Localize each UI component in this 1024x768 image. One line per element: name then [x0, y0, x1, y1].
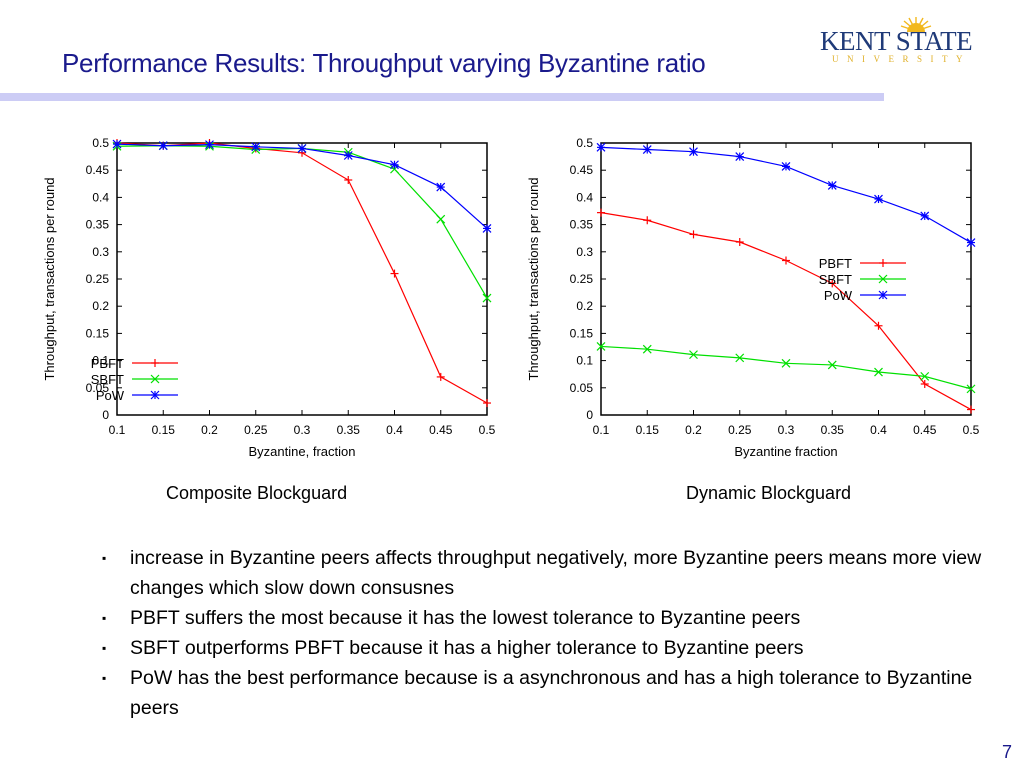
svg-text:0.1: 0.1 [593, 423, 610, 437]
svg-text:0.45: 0.45 [570, 163, 594, 177]
svg-text:0.3: 0.3 [294, 423, 311, 437]
bullet-list: ▪ increase in Byzantine peers affects thr… [102, 543, 1002, 723]
svg-text:Throughput, transactions per r: Throughput, transactions per round [42, 177, 57, 380]
svg-text:SBFT: SBFT [91, 372, 124, 387]
svg-text:0: 0 [586, 408, 593, 422]
svg-text:0.4: 0.4 [870, 423, 887, 437]
svg-text:0.15: 0.15 [636, 423, 660, 437]
svg-text:PBFT: PBFT [91, 356, 124, 371]
svg-text:0.15: 0.15 [152, 423, 176, 437]
caption-dynamic: Dynamic Blockguard [686, 483, 852, 503]
svg-text:0.3: 0.3 [576, 245, 593, 259]
svg-text:SBFT: SBFT [819, 272, 852, 287]
square-bullet-icon: ▪ [102, 551, 107, 565]
svg-text:0.25: 0.25 [570, 272, 594, 286]
dynamic-blockguard-chart: 0 0.05 0.1 0.15 0.2 0.25 0.3 0.35 0.4 0.45 0.5 0.1 0… [524, 125, 994, 470]
svg-text:PoW: PoW [824, 288, 853, 303]
svg-text:PoW: PoW [96, 388, 125, 403]
svg-text:0.2: 0.2 [201, 423, 218, 437]
svg-text:0.5: 0.5 [963, 423, 980, 437]
chart-svg: 0 0.05 0.1 0.15 0.2 0.25 0.3 0.35 0.4 0.45 0.5 0.1 0… [526, 136, 980, 459]
svg-text:0.5: 0.5 [92, 136, 109, 150]
svg-text:0.35: 0.35 [86, 218, 110, 232]
bullet-item: ▪ SBFT outperforms PBFT because it has a … [102, 633, 1002, 663]
svg-text:0.1: 0.1 [92, 354, 109, 368]
svg-text:0.1: 0.1 [109, 423, 126, 437]
svg-text:0.3: 0.3 [778, 423, 795, 437]
svg-text:0.45: 0.45 [429, 423, 453, 437]
svg-text:0.5: 0.5 [576, 136, 593, 150]
svg-text:0.05: 0.05 [570, 381, 594, 395]
bullet-item: ▪ PBFT suffers the most because it has th… [102, 603, 1002, 633]
bullet-item: ▪ increase in Byzantine peers affects thr… [102, 543, 1002, 603]
svg-text:0.05: 0.05 [86, 381, 110, 395]
svg-text:0.3: 0.3 [92, 245, 109, 259]
svg-text:0.5: 0.5 [479, 423, 496, 437]
chart-svg: 0 0.05 0.1 0.15 0.2 0.25 0.3 0.35 0.4 0.45 0.5 0.1 0… [42, 136, 496, 459]
svg-text:0.2: 0.2 [92, 299, 109, 313]
svg-text:0.4: 0.4 [576, 190, 593, 204]
svg-text:0: 0 [102, 408, 109, 422]
svg-text:0.35: 0.35 [570, 218, 594, 232]
square-bullet-icon: ▪ [102, 641, 107, 655]
svg-text:0.4: 0.4 [386, 423, 403, 437]
composite-blockguard-chart: 0 0.05 0.1 0.15 0.2 0.25 0.3 0.35 0.4 0.45 0.5 0.1 0… [40, 125, 510, 470]
svg-text:0.35: 0.35 [821, 423, 845, 437]
bullet-item: ▪ PoW has the best performance because is… [102, 663, 1002, 723]
title-underline-bar [0, 93, 884, 101]
svg-text:Byzantine, fraction: Byzantine, fraction [249, 444, 356, 459]
svg-text:PBFT: PBFT [819, 256, 852, 271]
logo-subtitle: UNIVERSITY [832, 54, 971, 64]
svg-text:0.15: 0.15 [570, 326, 594, 340]
svg-text:0.45: 0.45 [913, 423, 937, 437]
svg-text:0.35: 0.35 [337, 423, 361, 437]
svg-text:Byzantine fraction: Byzantine fraction [734, 444, 837, 459]
svg-text:0.45: 0.45 [86, 163, 110, 177]
svg-text:0.4: 0.4 [92, 190, 109, 204]
svg-text:0.2: 0.2 [685, 423, 702, 437]
svg-text:0.2: 0.2 [576, 299, 593, 313]
svg-text:0.25: 0.25 [86, 272, 110, 286]
logo-wordmark: KENT STATE [820, 26, 973, 56]
svg-text:Throughput, transactions per r: Throughput, transactions per round [526, 177, 541, 380]
sunburst-icon [900, 17, 932, 32]
square-bullet-icon: ▪ [102, 611, 107, 625]
svg-text:0.15: 0.15 [86, 326, 110, 340]
page-number: 7 [1002, 742, 1013, 762]
university-logo: KENT STATE UNIVERSITY [818, 14, 973, 74]
svg-text:0.25: 0.25 [728, 423, 752, 437]
svg-text:0.25: 0.25 [244, 423, 268, 437]
caption-composite: Composite Blockguard [166, 483, 348, 503]
svg-text:0.1: 0.1 [576, 354, 593, 368]
square-bullet-icon: ▪ [102, 671, 107, 685]
slide-title: Performance Results: Throughput varying … [62, 48, 706, 78]
